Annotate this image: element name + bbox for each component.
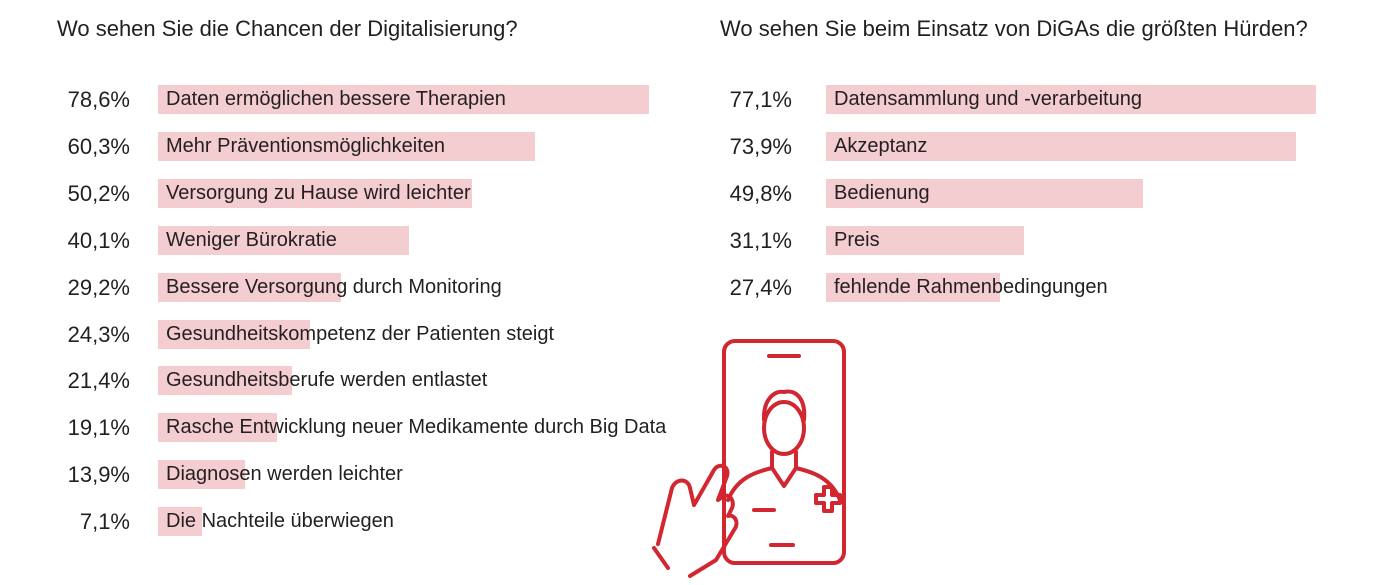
value-label: 31,1% xyxy=(729,227,792,253)
bar xyxy=(158,225,409,255)
bar xyxy=(826,272,1001,302)
value-label: 40,1% xyxy=(67,227,130,253)
bar-row: 78,6% Daten ermöglichen bessere Therapien xyxy=(0,85,700,117)
category-label: Diagnosen werden leichter xyxy=(166,463,403,486)
category-label: Gesundheitsberufe werden entlastet xyxy=(166,369,488,392)
chart-title: Wo sehen Sie beim Einsatz von DiGAs die … xyxy=(720,16,1308,41)
value-label: 78,6% xyxy=(67,87,130,112)
bar-row: 31,1% Preis xyxy=(700,225,1400,258)
bar-row: 60,3% Mehr Präventionsmöglichkeiten xyxy=(0,131,700,164)
value-label: 7,1% xyxy=(79,509,130,535)
category-label: Preis xyxy=(834,228,880,251)
bar xyxy=(826,131,1296,161)
bar xyxy=(158,507,203,537)
bar xyxy=(826,178,1143,208)
category-label: Die Nachteile überwiegen xyxy=(166,510,394,533)
value-label: 19,1% xyxy=(67,415,130,441)
category-label: Versorgung zu Hause wird leichter xyxy=(166,181,471,204)
bar xyxy=(158,413,278,443)
bar-row: 24,3% Gesundheitskompetenz der Patienten … xyxy=(0,319,700,352)
chart-huerden: Wo sehen Sie beim Einsatz von DiGAs die … xyxy=(700,0,1400,340)
bar-row: 21,4% Gesundheitsberufe werden entlastet xyxy=(0,366,700,398)
smartphone-doctor-hand-icon xyxy=(652,339,846,578)
category-label: Mehr Präventionsmöglichkeiten xyxy=(166,134,446,157)
bar xyxy=(158,319,310,349)
bar xyxy=(826,225,1024,255)
value-label: 27,4% xyxy=(729,274,792,300)
bar-row: 13,9% Diagnosen werden leichter xyxy=(0,460,700,492)
category-label: Akzeptanz xyxy=(834,134,928,157)
bar-row: 77,1% Datensammlung und -verarbeitung xyxy=(700,85,1400,117)
bar xyxy=(158,460,245,490)
value-label: 21,4% xyxy=(67,368,130,394)
bar-rows: 78,6% Daten ermöglichen bessere Therapien… xyxy=(0,85,700,539)
bar-row: 29,2% Bessere Versorgung durch Monitoring xyxy=(0,272,700,305)
category-label: Bessere Versorgung durch Monitoring xyxy=(166,275,502,298)
bar xyxy=(158,131,535,161)
bar-row: 7,1% Die Nachteile überwiegen xyxy=(0,507,700,539)
bar-row: 40,1% Weniger Bürokratie xyxy=(0,225,700,258)
value-label: 73,9% xyxy=(729,133,792,159)
bar-row: 27,4% fehlende Rahmenbedingungen xyxy=(700,272,1400,305)
bar xyxy=(826,85,1317,114)
category-label: fehlende Rahmenbedingungen xyxy=(834,275,1108,298)
value-label: 49,8% xyxy=(729,180,792,206)
category-label: Weniger Bürokratie xyxy=(166,228,337,251)
chart-title: Wo sehen Sie die Chancen der Digitalisie… xyxy=(57,16,518,41)
category-label: Datensammlung und -verarbeitung xyxy=(834,88,1142,110)
bar xyxy=(158,272,341,302)
category-label: Gesundheitskompetenz der Patienten steig… xyxy=(166,322,555,345)
bar xyxy=(158,178,472,208)
category-label: Rasche Entwicklung neuer Medikamente dur… xyxy=(166,416,667,439)
value-label: 13,9% xyxy=(67,462,130,488)
category-label: Bedienung xyxy=(834,181,930,204)
value-label: 24,3% xyxy=(67,321,130,347)
bar-rows: 77,1% Datensammlung und -verarbeitung 73,9… xyxy=(700,0,1400,340)
value-label: 77,1% xyxy=(729,87,792,112)
value-label: 50,2% xyxy=(67,180,130,206)
bar-row: 73,9% Akzeptanz xyxy=(700,131,1400,164)
bar-row: 50,2% Versorgung zu Hause wird leichter xyxy=(0,178,700,211)
chart-chancen: Wo sehen Sie die Chancen der Digitalisie… xyxy=(0,16,700,539)
bar-row: 19,1% Rasche Entwicklung neuer Medikament… xyxy=(0,413,700,445)
value-label: 29,2% xyxy=(67,274,130,300)
value-label: 60,3% xyxy=(67,133,130,159)
bar xyxy=(158,85,650,114)
category-label: Daten ermöglichen bessere Therapien xyxy=(166,88,506,110)
bar-row: 49,8% Bedienung xyxy=(700,178,1400,211)
bar xyxy=(158,366,292,396)
